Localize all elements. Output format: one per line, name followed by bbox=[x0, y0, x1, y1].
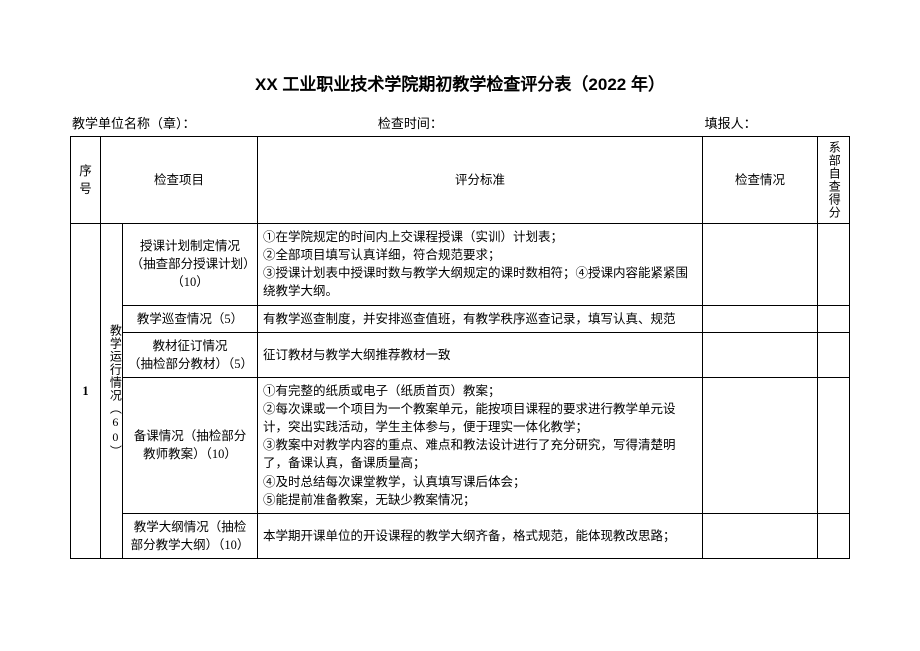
header-check: 检查情况 bbox=[703, 137, 818, 224]
header-item: 检查项目 bbox=[101, 137, 258, 224]
score-cell bbox=[818, 305, 850, 332]
score-cell bbox=[818, 224, 850, 306]
item-cell: 备课情况（抽检部分教师教案）（10） bbox=[123, 377, 258, 513]
meta-reporter-label: 填报人： bbox=[665, 113, 848, 132]
standard-cell: ①有完整的纸质或电子（纸质首页）教案；②每次课或一个项目为一个教案单元，能按项目… bbox=[258, 377, 703, 513]
item-cell: 教材征订情况（抽检部分教材）（5） bbox=[123, 332, 258, 377]
check-cell bbox=[703, 377, 818, 513]
item-cell: 教学大纲情况（抽检部分教学大纲）（10） bbox=[123, 513, 258, 558]
header-score: 系部自查得分 bbox=[818, 137, 850, 224]
standard-cell: 本学期开课单位的开设课程的教学大纲齐备，格式规范，能体现教改思路； bbox=[258, 513, 703, 558]
check-cell bbox=[703, 332, 818, 377]
check-cell bbox=[703, 305, 818, 332]
standard-cell: ①在学院规定的时间内上交课程授课（实训）计划表；②全部项目填写认真详细，符合规范… bbox=[258, 224, 703, 306]
table-row: 教学巡查情况（5） 有教学巡查制度，并安排巡查值班，有教学秩序巡查记录，填写认真… bbox=[71, 305, 850, 332]
score-cell bbox=[818, 377, 850, 513]
item-cell: 教学巡查情况（5） bbox=[123, 305, 258, 332]
header-standard: 评分标准 bbox=[258, 137, 703, 224]
table-header-row: 序号 检查项目 评分标准 检查情况 系部自查得分 bbox=[71, 137, 850, 224]
category-cell: 教学运行情况（60） bbox=[101, 224, 123, 559]
check-cell bbox=[703, 224, 818, 306]
meta-unit-label: 教学单位名称（章）： bbox=[72, 113, 318, 132]
table-row: 备课情况（抽检部分教师教案）（10） ①有完整的纸质或电子（纸质首页）教案；②每… bbox=[71, 377, 850, 513]
scoring-table: 序号 检查项目 评分标准 检查情况 系部自查得分 1 教学运行情况（60） 授课… bbox=[70, 136, 850, 559]
check-cell bbox=[703, 513, 818, 558]
seq-cell: 1 bbox=[71, 224, 101, 559]
table-row: 1 教学运行情况（60） 授课计划制定情况（抽查部分授课计划）（10） ①在学院… bbox=[71, 224, 850, 306]
meta-time-label: 检查时间： bbox=[318, 113, 665, 132]
meta-row: 教学单位名称（章）： 检查时间： 填报人： bbox=[70, 113, 850, 132]
score-cell bbox=[818, 332, 850, 377]
table-row: 教材征订情况（抽检部分教材）（5） 征订教材与教学大纲推荐教材一致 bbox=[71, 332, 850, 377]
score-cell bbox=[818, 513, 850, 558]
header-seq: 序号 bbox=[71, 137, 101, 224]
page-title: XX 工业职业技术学院期初教学检查评分表（2022 年） bbox=[70, 70, 850, 95]
table-row: 教学大纲情况（抽检部分教学大纲）（10） 本学期开课单位的开设课程的教学大纲齐备… bbox=[71, 513, 850, 558]
standard-cell: 有教学巡查制度，并安排巡查值班，有教学秩序巡查记录，填写认真、规范 bbox=[258, 305, 703, 332]
standard-cell: 征订教材与教学大纲推荐教材一致 bbox=[258, 332, 703, 377]
item-cell: 授课计划制定情况（抽查部分授课计划）（10） bbox=[123, 224, 258, 306]
